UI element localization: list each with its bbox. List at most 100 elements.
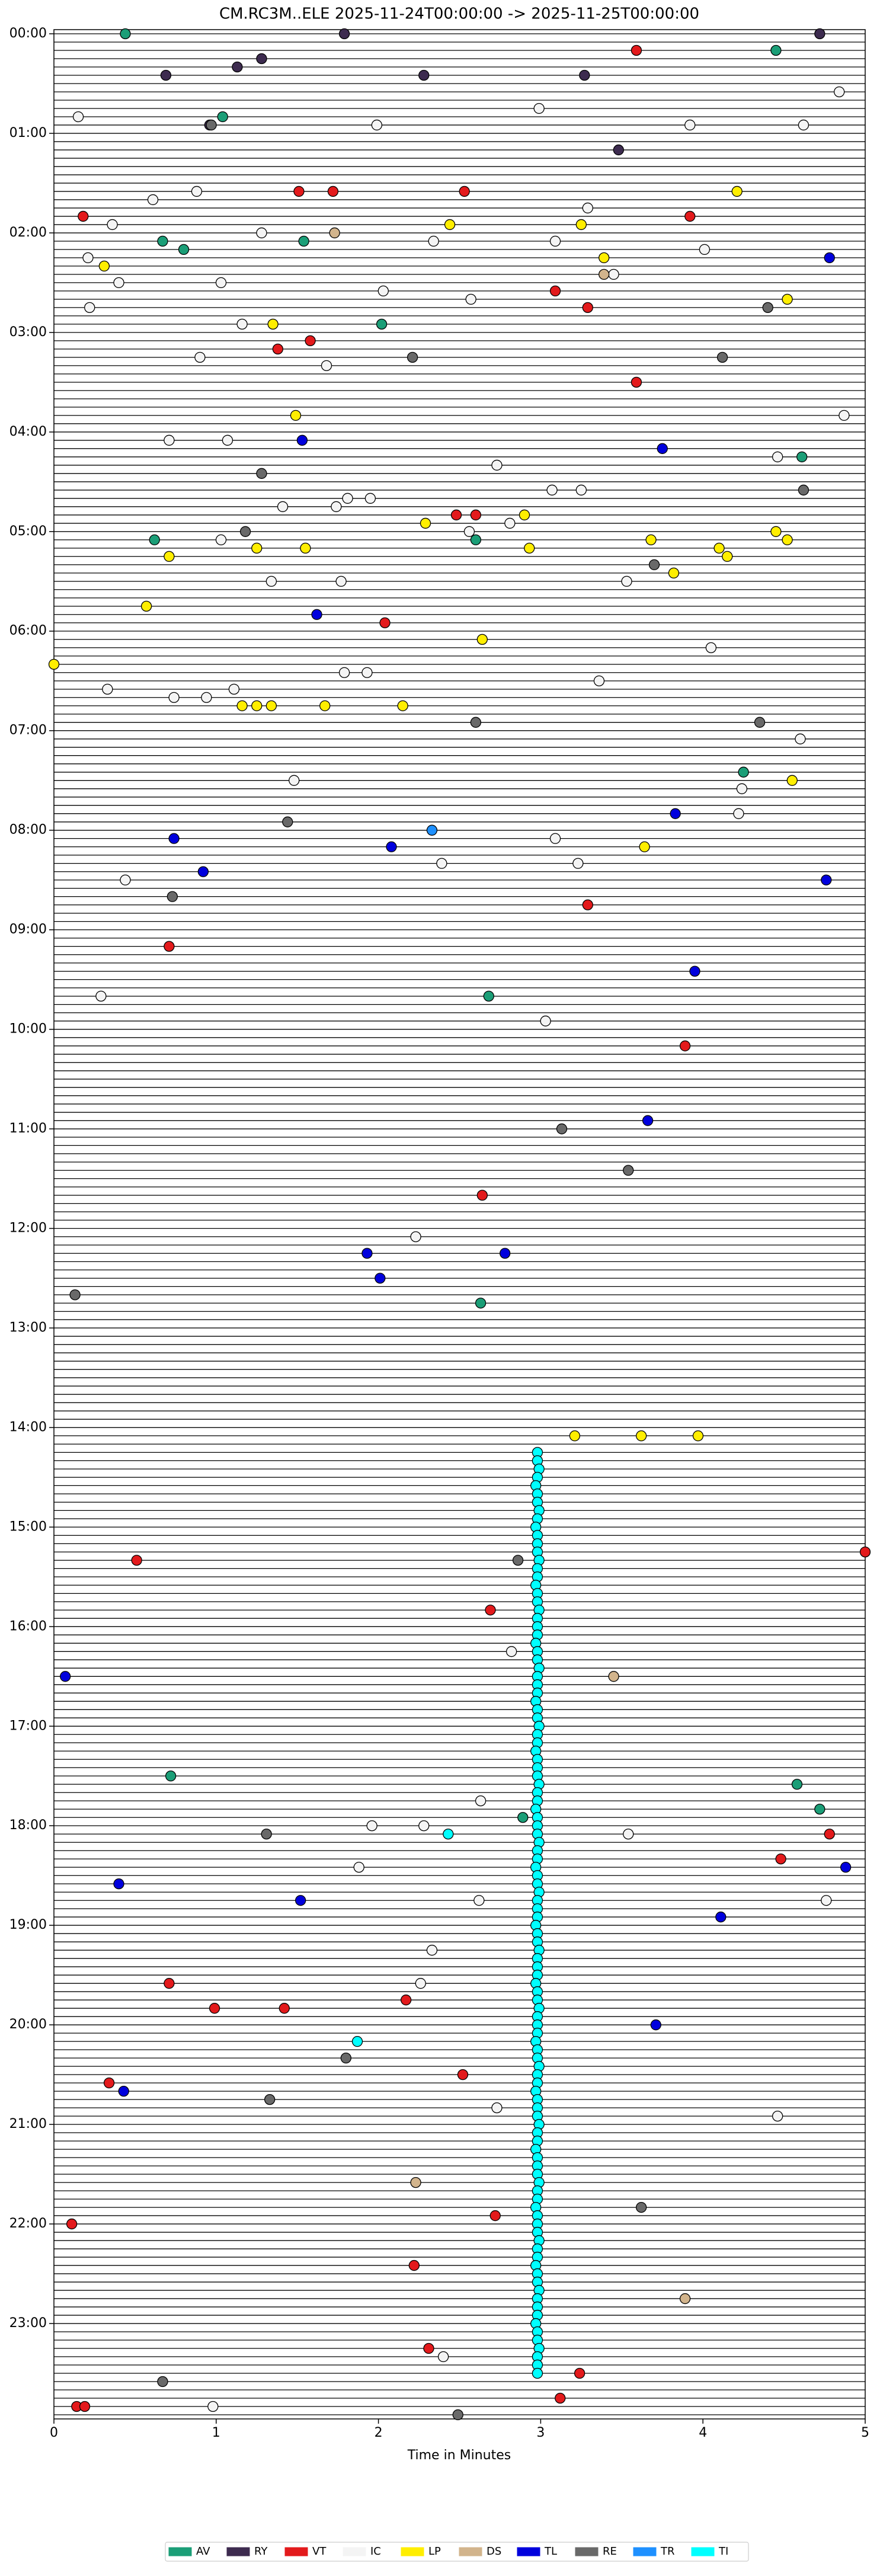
y-tick-label: 18:00 — [9, 1818, 47, 1833]
event-marker — [475, 1297, 487, 1309]
event-marker — [476, 634, 488, 645]
y-tick-label: 11:00 — [9, 1121, 47, 1136]
event-marker — [256, 227, 267, 239]
event-marker — [762, 302, 773, 314]
event-marker — [621, 576, 632, 587]
event-marker — [361, 1248, 373, 1259]
event-marker — [645, 534, 657, 545]
event-marker — [648, 559, 660, 570]
event-marker — [191, 186, 203, 197]
legend-swatch — [575, 2547, 599, 2556]
x-tick-label: 3 — [536, 2425, 545, 2440]
event-marker — [107, 219, 118, 231]
event-marker — [470, 717, 482, 728]
y-tick-label: 07:00 — [9, 723, 47, 738]
event-marker — [705, 642, 717, 653]
event-marker — [82, 252, 94, 264]
event-marker — [164, 434, 175, 446]
event-marker — [113, 277, 124, 289]
event-marker — [410, 2177, 421, 2188]
event-marker — [298, 235, 309, 247]
event-marker — [532, 2367, 543, 2379]
event-marker — [699, 244, 711, 255]
event-marker — [631, 44, 642, 56]
event-marker — [436, 858, 447, 869]
event-marker — [300, 542, 311, 554]
event-marker — [814, 28, 825, 40]
event-marker — [364, 493, 376, 504]
x-axis-label: Time in Minutes — [407, 2448, 511, 2463]
event-marker — [338, 667, 350, 678]
event-marker — [168, 692, 180, 703]
event-marker — [178, 244, 190, 255]
event-marker — [821, 1895, 832, 1906]
event-marker — [623, 1165, 634, 1176]
event-marker — [452, 2409, 463, 2421]
event-marker — [782, 293, 793, 305]
event-marker — [366, 1820, 377, 1832]
event-marker — [78, 210, 89, 222]
event-marker — [311, 609, 322, 620]
event-marker — [215, 277, 227, 289]
y-tick-label: 13:00 — [9, 1320, 47, 1335]
legend-label: LP — [428, 2545, 441, 2558]
legend: AV RY VT IC LP DS TL RE TR TI — [165, 2542, 749, 2562]
event-marker — [95, 990, 107, 1002]
event-marker — [772, 451, 783, 462]
event-marker — [512, 1555, 524, 1566]
event-marker — [408, 2259, 420, 2271]
event-marker — [232, 61, 243, 73]
x-tick-label: 2 — [375, 2425, 383, 2440]
y-tick-label: 03:00 — [9, 325, 47, 340]
event-marker — [738, 766, 749, 778]
event-marker — [770, 44, 782, 56]
event-marker — [386, 841, 397, 852]
event-marker — [791, 1779, 803, 1790]
event-marker — [160, 69, 172, 81]
y-tick-label: 17:00 — [9, 1718, 47, 1733]
event-marker — [839, 410, 850, 421]
event-marker — [131, 1555, 142, 1566]
event-marker — [795, 733, 806, 744]
event-marker — [113, 1878, 124, 1890]
event-marker — [473, 1895, 485, 1906]
event-marker — [572, 858, 584, 869]
event-marker — [540, 1015, 551, 1027]
event-marker — [754, 717, 766, 728]
event-marker — [371, 119, 383, 131]
y-tick-label: 21:00 — [9, 2117, 47, 2131]
event-marker — [236, 700, 248, 711]
legend-swatch — [459, 2547, 482, 2556]
event-marker — [407, 351, 418, 363]
event-marker — [549, 285, 561, 297]
x-tick-label: 5 — [861, 2425, 869, 2440]
event-marker — [692, 1430, 704, 1442]
event-marker — [84, 302, 95, 314]
legend-swatch — [691, 2547, 715, 2556]
event-marker — [69, 1289, 81, 1300]
event-marker — [327, 186, 339, 197]
event-marker — [256, 53, 267, 65]
y-tick-label: 01:00 — [9, 126, 47, 140]
event-marker — [239, 526, 251, 537]
event-marker — [120, 28, 131, 40]
event-marker — [197, 866, 209, 877]
event-marker — [716, 351, 728, 363]
event-marker — [207, 2401, 219, 2412]
event-marker — [282, 816, 293, 827]
event-marker — [423, 2342, 434, 2354]
event-marker — [295, 1895, 306, 1906]
event-marker — [731, 186, 743, 197]
event-marker — [713, 542, 725, 554]
legend-swatch — [517, 2547, 540, 2556]
y-tick-label: 20:00 — [9, 2017, 47, 2032]
y-tick-label: 10:00 — [9, 1022, 47, 1037]
event-marker — [379, 617, 391, 628]
legend-frame — [165, 2542, 749, 2562]
event-marker — [118, 2085, 129, 2097]
event-marker — [251, 542, 263, 554]
event-marker — [98, 260, 110, 272]
event-marker — [351, 2036, 363, 2047]
legend-swatch — [633, 2547, 657, 2556]
